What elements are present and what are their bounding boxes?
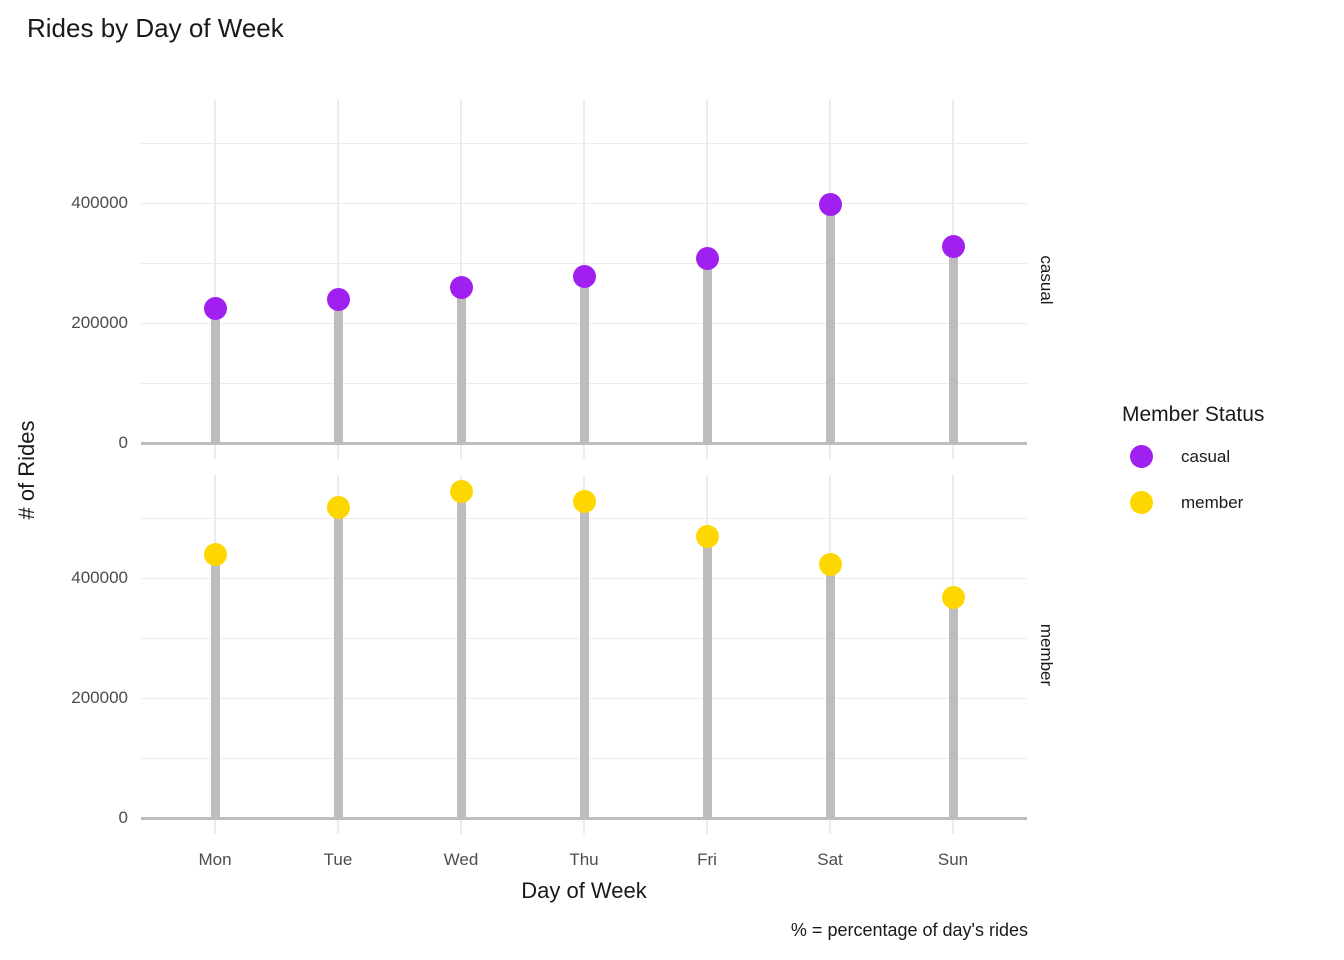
y-gridline — [141, 203, 1027, 204]
data-point-casual-Mon — [203, 296, 227, 320]
data-point-member-Wed — [449, 479, 473, 503]
data-point-member-Sat — [818, 552, 842, 576]
y-tick-label: 0 — [118, 433, 128, 452]
facet-panel-casual — [141, 100, 1027, 459]
x-tick-label: Mon — [198, 850, 232, 869]
legend: Member Status casual member — [1122, 403, 1264, 537]
y-gridline — [141, 143, 1027, 144]
legend-items: casual member — [1122, 445, 1264, 514]
legend-item-label: casual — [1181, 446, 1231, 466]
lollipop-stem — [948, 246, 958, 443]
lollipop-stem — [702, 536, 712, 818]
lollipop-stem — [456, 287, 466, 443]
y-tick-label: 0 — [118, 808, 128, 827]
plot-caption: % = percentage of day's rides — [790, 920, 1028, 940]
y-gridline — [141, 263, 1027, 264]
legend-item-casual: casual — [1130, 445, 1264, 468]
x-gridline — [337, 100, 339, 459]
x-gridline — [214, 100, 216, 459]
data-point-member-Fri — [695, 524, 719, 548]
data-point-casual-Thu — [572, 265, 596, 289]
x-tick-label: Thu — [569, 850, 599, 869]
chart-title: Rides by Day of Week — [27, 13, 284, 43]
data-point-casual-Wed — [449, 276, 473, 300]
facet-panel-member — [141, 475, 1027, 834]
y-tick-label: 200000 — [71, 313, 128, 332]
data-point-member-Mon — [203, 542, 227, 566]
x-axis-title: Day of Week — [521, 878, 647, 903]
zero-baseline — [141, 816, 1027, 820]
data-point-member-Tue — [326, 496, 350, 520]
data-point-member-Thu — [572, 489, 596, 513]
y-tick-label: 400000 — [71, 568, 128, 587]
legend-swatch-member-icon — [1130, 491, 1153, 514]
y-tick-label: 400000 — [71, 193, 128, 212]
lollipop-stem — [702, 258, 712, 443]
legend-item-label: member — [1181, 492, 1244, 512]
lollipop-stem — [579, 501, 589, 818]
legend-swatch-casual-icon — [1130, 445, 1153, 468]
data-point-casual-Sat — [818, 192, 842, 216]
y-axis-title: # of Rides — [14, 420, 39, 520]
lollipop-stem — [456, 491, 466, 818]
data-point-casual-Sun — [941, 235, 965, 259]
x-tick-label: Wed — [443, 850, 479, 869]
lollipop-stem — [948, 597, 958, 818]
x-tick-label: Tue — [323, 850, 353, 869]
x-tick-label: Fri — [697, 850, 717, 869]
x-tick-label: Sat — [817, 850, 843, 869]
facet-strip-label: member — [1037, 623, 1056, 686]
lollipop-stem — [333, 299, 343, 443]
legend-title: Member Status — [1122, 403, 1265, 426]
data-point-casual-Tue — [326, 287, 350, 311]
lollipop-stem — [333, 507, 343, 818]
legend-item-member: member — [1130, 491, 1264, 514]
lollipop-stem — [210, 554, 220, 818]
lollipop-stem — [825, 204, 835, 443]
lollipop-stem — [825, 564, 835, 818]
lollipop-stem — [579, 276, 589, 443]
x-tick-label: Sun — [937, 850, 969, 869]
facet-strip-label: casual — [1037, 254, 1056, 305]
data-point-member-Sun — [941, 585, 965, 609]
zero-baseline — [141, 441, 1027, 445]
y-tick-label: 200000 — [71, 688, 128, 707]
data-point-casual-Fri — [695, 246, 719, 270]
lollipop-stem — [210, 308, 220, 443]
